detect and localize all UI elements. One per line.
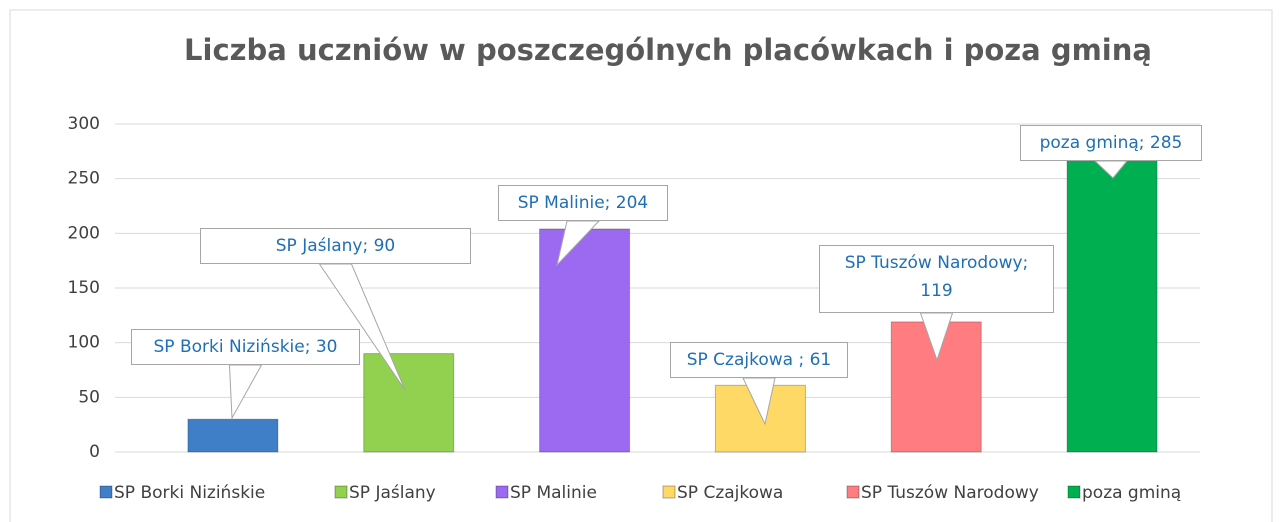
y-tick-label: 200	[68, 223, 100, 243]
bar	[363, 353, 455, 453]
y-tick-label: 100	[68, 333, 100, 353]
label-pointer	[742, 377, 776, 426]
y-tick-label: 150	[68, 278, 100, 298]
y-tick-label: 0	[89, 442, 100, 462]
legend-label: SP Jaślany	[349, 483, 436, 503]
legend-swatch	[846, 485, 860, 499]
label-pointer	[1093, 160, 1129, 179]
data-label: SP Jaślany; 90	[200, 228, 471, 264]
bar	[1066, 139, 1158, 453]
data-label: SP Malinie; 204	[498, 185, 668, 221]
legend-label: poza gminą	[1082, 483, 1181, 503]
legend-label: SP Czajkowa	[677, 483, 783, 503]
bar	[539, 228, 631, 453]
label-pointer	[556, 220, 601, 267]
bar	[187, 418, 279, 453]
data-label: SP Czajkowa ; 61	[670, 342, 848, 378]
y-tick-label: 50	[78, 387, 100, 407]
label-pointer	[318, 263, 406, 391]
legend-swatch	[495, 485, 509, 499]
y-tick-label: 300	[68, 114, 100, 134]
y-tick-label: 250	[68, 169, 100, 189]
legend-swatch	[1067, 485, 1081, 499]
label-pointer	[919, 312, 954, 362]
data-label: SP Borki Nizińskie; 30	[131, 329, 360, 365]
legend-label: SP Tuszów Narodowy	[861, 483, 1039, 503]
legend-label: SP Malinie	[510, 483, 597, 503]
label-pointer	[228, 364, 263, 420]
legend-swatch	[662, 485, 676, 499]
legend-label: SP Borki Nizińskie	[114, 483, 265, 503]
legend-swatch	[334, 485, 348, 499]
chart-title: Liczba uczniów w poszczególnych placówka…	[184, 33, 1152, 67]
legend-swatch	[99, 485, 113, 499]
data-label: SP Tuszów Narodowy; 119	[819, 245, 1054, 313]
data-label: poza gminą; 285	[1020, 125, 1202, 161]
